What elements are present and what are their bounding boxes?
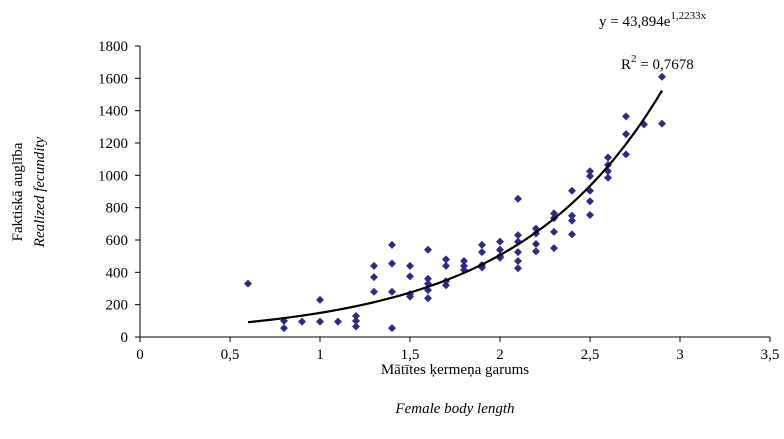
point [478,240,486,249]
x-tick-label: 1,5 [401,347,420,363]
point [370,287,378,296]
point [388,259,396,268]
point [568,211,576,220]
equation-exponent: 1,2233x [670,10,706,22]
point [316,317,324,326]
point [388,324,396,333]
point [550,227,558,236]
point [298,317,306,326]
point [622,112,630,121]
point [370,273,378,282]
y-tick-label: 1000 [98,168,128,184]
point [568,186,576,195]
r-squared: R2 = 0,7678 [621,53,694,73]
point [316,295,324,304]
point [658,72,666,81]
point [532,240,540,249]
x-axis-label: Female body length [394,401,514,417]
x-tick-label: 0,5 [221,347,240,363]
point [586,197,594,206]
x-tick-label: 2 [496,347,504,363]
point [424,294,432,303]
y-axis-label: Realized fecundity [32,136,48,248]
point [514,231,522,240]
r-value: = 0,7678 [637,57,694,73]
x-tick-label: 3,5 [761,347,780,363]
point [604,153,612,162]
x-tick-label: 2,5 [581,347,600,363]
x-tick-label: 0 [136,347,144,363]
point [496,245,504,254]
r-exponent: 2 [631,53,637,65]
point [550,209,558,218]
point [532,247,540,256]
point [352,311,360,320]
y-tick-label: 800 [106,201,129,217]
point [514,248,522,257]
y-tick-label: 1800 [98,39,128,55]
point [424,274,432,283]
point [442,281,450,290]
point [514,257,522,266]
point [568,230,576,239]
point [622,130,630,139]
point [514,194,522,203]
x-tick-label: 3 [676,347,684,363]
point [550,244,558,253]
r-text: R [621,57,631,73]
point [496,237,504,246]
x-tick-label: 1 [316,347,324,363]
point [388,240,396,249]
point [586,210,594,219]
point [406,292,414,301]
point [406,272,414,281]
point [442,261,450,270]
point [442,255,450,264]
point [586,172,594,181]
point [388,287,396,296]
equation-text: y = 43,894e [599,14,671,30]
y-tick-label: 400 [106,265,129,281]
point [478,248,486,257]
point [514,264,522,273]
trendline [247,89,663,324]
y-tick-label: 200 [106,298,129,314]
point [352,316,360,325]
x-axis-label: Mātītes ķermeņa garums [381,362,529,378]
y-tick-label: 1400 [98,104,128,120]
point [370,261,378,270]
y-tick-label: 1600 [98,71,128,87]
point [568,216,576,225]
point [406,261,414,270]
y-axis-label: Faktiskā auglība [10,142,26,241]
point [586,167,594,176]
point [334,317,342,326]
point [658,119,666,128]
point [280,324,288,333]
y-tick-label: 1200 [98,136,128,152]
equation: y = 43,894e1,2233x [599,10,707,30]
point [424,245,432,254]
point [622,150,630,159]
point [604,173,612,182]
point [352,322,360,331]
y-tick-label: 0 [121,330,129,346]
point [460,257,468,266]
point [244,279,252,288]
point [460,261,468,270]
y-tick-label: 600 [106,233,129,249]
